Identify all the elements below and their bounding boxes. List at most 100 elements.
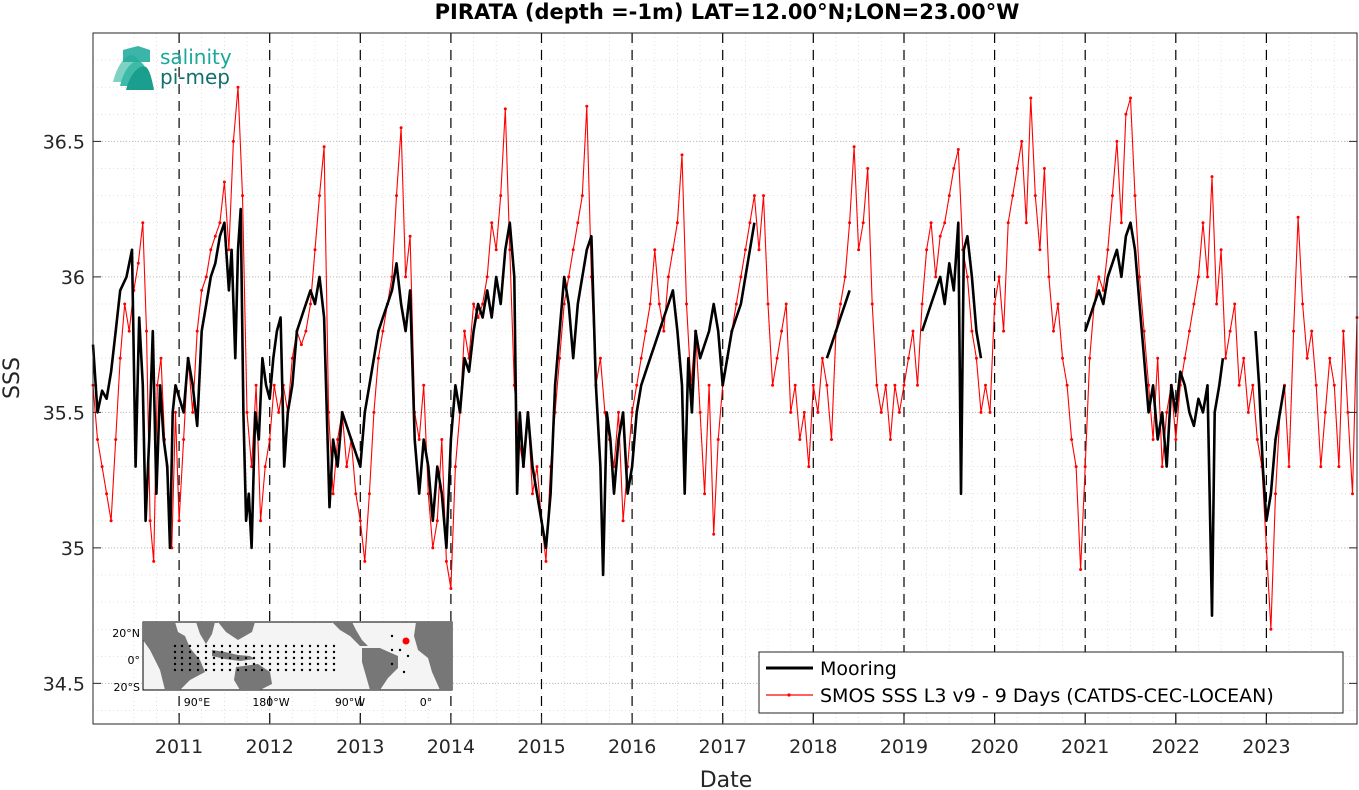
series-point xyxy=(145,329,148,333)
map-mooring-dot xyxy=(244,650,248,654)
map-mooring-dot xyxy=(204,668,208,672)
map-mooring-dot xyxy=(292,650,296,654)
series-point xyxy=(671,248,675,252)
map-mooring-dot xyxy=(236,668,240,672)
series-point xyxy=(354,492,358,496)
legend-label-smos: SMOS SSS L3 v9 - 9 Days (CATDS-CEC-LOCEA… xyxy=(820,685,1274,707)
series-point xyxy=(1006,221,1010,225)
map-mooring-sites xyxy=(173,634,410,674)
map-mooring-dot xyxy=(300,662,304,666)
map-mooring-dot xyxy=(212,662,216,666)
series-point xyxy=(544,559,548,563)
map-lat-label: 0° xyxy=(128,654,141,667)
map-lat-label: 20°N xyxy=(112,627,140,640)
series-point xyxy=(1328,356,1332,360)
series-point xyxy=(1224,356,1228,360)
x-tick-label: 2017 xyxy=(699,736,747,758)
map-mooring-dot xyxy=(204,656,208,660)
x-tick-label: 2021 xyxy=(1061,736,1109,758)
map-mooring-dot xyxy=(228,656,232,660)
data-series xyxy=(91,85,1359,631)
series-point xyxy=(875,383,879,387)
series-point xyxy=(1206,275,1209,279)
y-tick-label: 36 xyxy=(61,267,85,289)
series-point xyxy=(1251,383,1255,387)
map-mooring-dot xyxy=(284,656,288,660)
series-point xyxy=(290,356,294,360)
x-tick-label: 2014 xyxy=(427,736,475,758)
map-mooring-dot xyxy=(260,644,264,648)
series-point xyxy=(174,410,177,414)
series-point xyxy=(508,248,512,252)
series-point xyxy=(897,410,901,414)
x-tick-label: 2016 xyxy=(608,736,656,758)
map-mooring-dot xyxy=(252,650,256,654)
map-mooring-dot xyxy=(308,662,312,666)
series-point xyxy=(1332,383,1336,387)
series-point xyxy=(784,302,788,306)
series-point xyxy=(707,383,711,387)
map-mooring-dot xyxy=(316,668,320,672)
series-point xyxy=(780,329,784,333)
map-mooring-dot xyxy=(188,662,192,666)
map-mooring-dot xyxy=(228,668,232,672)
series-point xyxy=(839,302,842,306)
series-point xyxy=(322,145,326,149)
series-point xyxy=(1056,302,1060,306)
map-mooring-dot xyxy=(276,668,280,672)
series-point xyxy=(943,221,947,225)
map-mooring-dot xyxy=(173,668,177,672)
series-point xyxy=(1129,96,1132,100)
series-point xyxy=(1138,275,1141,279)
map-mooring-dot xyxy=(390,648,394,652)
legend-box xyxy=(758,651,1344,714)
series-point xyxy=(685,302,688,306)
map-mooring-dot xyxy=(276,644,280,648)
series-point xyxy=(105,492,109,496)
logo-line2: pi-mep xyxy=(160,65,230,89)
series-point xyxy=(1088,356,1092,360)
series-point xyxy=(1319,465,1323,469)
series-point xyxy=(1287,465,1291,469)
series-point xyxy=(789,410,793,414)
series-point xyxy=(376,356,380,360)
map-mooring-dot xyxy=(276,656,280,660)
series-point xyxy=(222,180,226,184)
map-mooring-dot xyxy=(276,650,280,654)
series-point xyxy=(499,194,503,198)
series-point xyxy=(1024,221,1028,225)
map-mooring-dot xyxy=(244,656,248,660)
map-mooring-dot xyxy=(260,668,264,672)
series-point xyxy=(1038,248,1042,252)
series-point xyxy=(177,519,181,523)
map-mooring-dot xyxy=(308,656,312,660)
map-mooring-dot xyxy=(308,644,312,648)
series-point xyxy=(313,248,317,252)
legend: Mooring SMOS SSS L3 v9 - 9 Days (CATDS-C… xyxy=(758,651,1344,714)
series-point xyxy=(630,410,634,414)
map-mooring-dot xyxy=(204,662,208,666)
series-point xyxy=(417,438,421,441)
map-mooring-dot xyxy=(324,644,328,648)
x-tick-label: 2015 xyxy=(517,736,565,758)
map-mooring-dot xyxy=(236,650,240,654)
chart-title: PIRATA (depth =-1m) LAT=12.00°N;LON=23.0… xyxy=(435,0,1020,24)
map-mooring-dot xyxy=(236,662,240,666)
series-point xyxy=(127,329,131,333)
series-point xyxy=(816,410,820,414)
map-mooring-dot xyxy=(390,634,394,638)
series-point xyxy=(929,221,933,225)
series-point xyxy=(757,248,761,252)
series-point xyxy=(263,465,267,469)
series-point xyxy=(653,248,657,252)
series-point xyxy=(598,356,602,360)
series-point xyxy=(766,302,770,306)
series-point xyxy=(1219,248,1223,252)
series-point xyxy=(888,438,892,441)
series-point xyxy=(580,194,584,198)
map-mooring-dot xyxy=(324,668,328,672)
series-point xyxy=(123,302,127,306)
map-mooring-dot xyxy=(268,668,272,672)
series-point xyxy=(395,194,398,198)
series-point xyxy=(997,275,1001,279)
